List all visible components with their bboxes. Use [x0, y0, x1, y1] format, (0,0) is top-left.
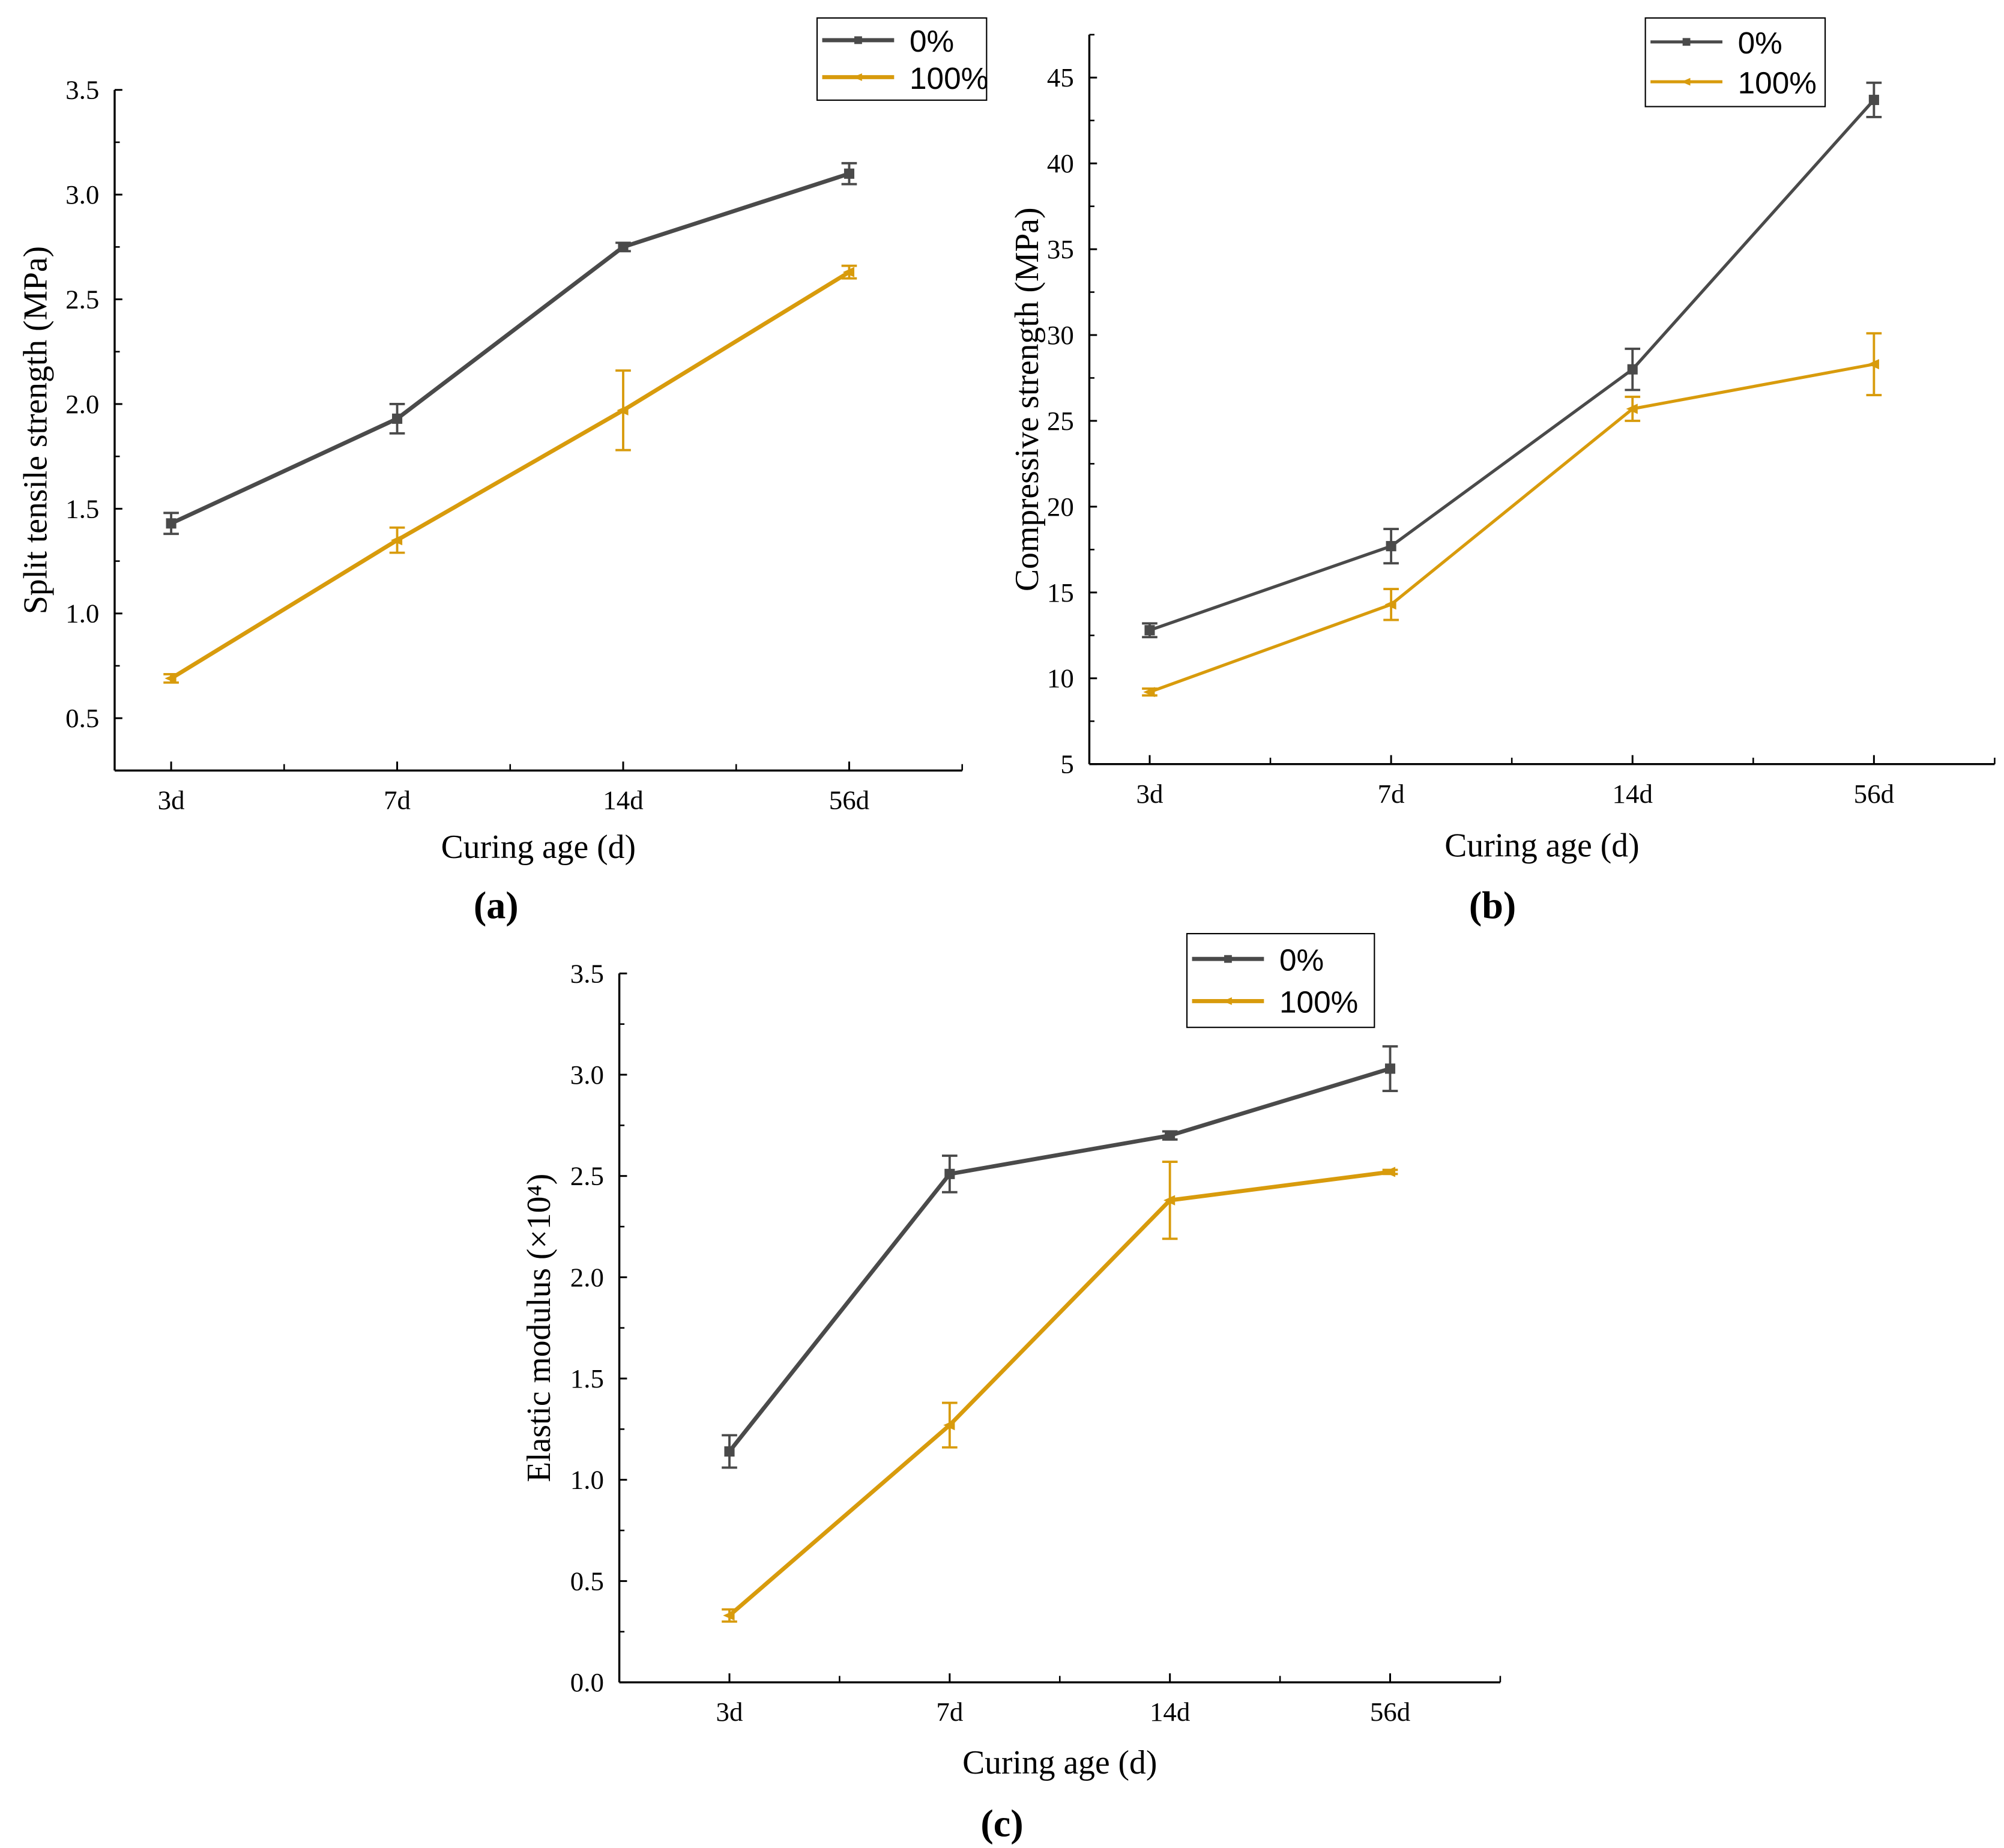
x-tick-label: 7d — [936, 1697, 963, 1727]
legend-marker-square — [854, 36, 862, 44]
y-tick-label: 3.0 — [65, 180, 99, 210]
data-point-triangle — [1867, 359, 1879, 370]
x-tick-label: 56d — [1370, 1697, 1410, 1727]
x-tick-label: 3d — [1136, 779, 1163, 809]
y-tick-label: 10 — [1047, 663, 1074, 693]
legend-marker-triangle — [1222, 997, 1232, 1005]
legend-marker-square — [1682, 38, 1691, 46]
legend-label: 100% — [1279, 985, 1358, 1019]
data-point-square — [1627, 364, 1638, 375]
y-tick-label: 3.5 — [65, 75, 99, 105]
y-tick-label: 45 — [1047, 62, 1074, 92]
x-tick-label: 3d — [158, 785, 185, 815]
data-point-triangle — [943, 1420, 955, 1431]
legend: 0% 100% — [1644, 17, 1826, 107]
data-point-square — [1144, 625, 1155, 636]
data-point-square — [1386, 541, 1396, 552]
data-point-triangle — [1163, 1195, 1176, 1206]
chart-b: 5 10 15 20 25 30 35 40 45 3d 7d 14d 56d Curing age (d… — [1009, 17, 1996, 926]
x-tick-label: 14d — [1613, 779, 1653, 809]
data-point-triangle — [723, 1610, 735, 1621]
x-tick-label: 3d — [716, 1697, 743, 1727]
legend-box — [1644, 17, 1826, 107]
x-tick-label: 56d — [829, 785, 869, 815]
panel-caption: (b) — [1469, 884, 1516, 926]
x-axis-label: Curing age (d) — [1444, 827, 1639, 865]
data-point-triangle — [1384, 599, 1396, 610]
x-tick-label: 7d — [1378, 779, 1405, 809]
data-point-square — [724, 1446, 735, 1457]
data-point-triangle — [617, 405, 629, 415]
x-axis-label: Curing age (d) — [962, 1744, 1157, 1781]
x-tick-label: 7d — [384, 785, 411, 815]
legend-label: 100% — [910, 61, 988, 95]
y-axis-label: Compressive strength (MPa) — [1009, 208, 1046, 591]
x-tick-label: 14d — [1150, 1697, 1190, 1727]
chart-c: 0.0 0.5 1.0 1.5 2.0 2.5 3.0 3.5 3d 7d 14d 56d Curing… — [521, 932, 1501, 1845]
data-point-triangle — [842, 267, 855, 277]
y-tick-label: 1.0 — [570, 1465, 604, 1495]
y-tick-label: 3.5 — [570, 958, 604, 988]
y-tick-label: 1.5 — [65, 494, 99, 524]
x-axis-label: Curing age (d) — [441, 829, 636, 866]
legend-box — [1186, 932, 1375, 1028]
series-line-0pct — [170, 172, 850, 525]
y-tick-label: 3.0 — [570, 1060, 604, 1090]
y-tick-label: 25 — [1047, 406, 1074, 436]
y-tick-label: 2.0 — [570, 1262, 604, 1292]
data-point-square — [618, 241, 629, 252]
legend-label: 0% — [1279, 943, 1324, 977]
series-line-100pct — [1149, 363, 1874, 694]
data-point-square — [944, 1168, 955, 1179]
y-tick-label: 30 — [1047, 320, 1074, 350]
legend-label: 0% — [1738, 26, 1782, 60]
x-tick-label: 14d — [603, 785, 643, 815]
y-tick-label: 2.0 — [65, 389, 99, 419]
data-point-square — [1868, 94, 1879, 105]
legend-marker-square — [1224, 955, 1232, 963]
legend-label: 0% — [910, 24, 954, 58]
y-tick-label: 15 — [1047, 578, 1074, 608]
y-tick-label: 0.5 — [570, 1566, 604, 1596]
y-tick-label: 2.5 — [570, 1161, 604, 1191]
series-line-100pct — [170, 270, 851, 680]
y-tick-label: 0.0 — [570, 1667, 604, 1697]
data-point-square — [1384, 1063, 1396, 1074]
panel-caption: (c) — [980, 1802, 1023, 1845]
y-tick-label: 20 — [1047, 492, 1074, 522]
series-line-0pct — [1149, 98, 1876, 632]
y-axis-label: Elastic modulus (×10⁴) — [521, 1174, 558, 1482]
x-tick-label: 56d — [1854, 779, 1894, 809]
data-point-square — [1165, 1130, 1176, 1141]
y-tick-label: 1.0 — [65, 599, 99, 629]
series-line-0pct — [728, 1066, 1391, 1453]
data-point-triangle — [390, 535, 403, 546]
legend: 0%100% — [816, 17, 988, 101]
y-tick-label: 40 — [1047, 148, 1074, 178]
y-tick-label: 1.5 — [570, 1363, 604, 1394]
chart-a: 0.5 1.0 1.5 2.0 2.5 3.0 3.5 3d 7d 14d 56d Curing ag… — [17, 17, 988, 926]
y-tick-label: 0.5 — [65, 703, 99, 733]
legend-marker-triangle — [1681, 77, 1691, 86]
data-point-triangle — [1383, 1167, 1396, 1177]
data-point-square — [391, 413, 403, 424]
legend-label: 100% — [1738, 65, 1817, 100]
y-tick-label: 2.5 — [65, 285, 99, 315]
legend: 0% 100% — [1186, 932, 1375, 1028]
y-tick-label: 5 — [1060, 749, 1073, 779]
data-point-square — [166, 518, 177, 529]
data-point-triangle — [164, 673, 177, 684]
y-tick-label: 35 — [1047, 234, 1074, 264]
y-axis-label: Split tensile strength (MPa) — [17, 246, 55, 614]
data-point-triangle — [1143, 687, 1155, 698]
data-point-square — [844, 168, 855, 179]
legend-marker-triangle — [853, 73, 862, 81]
series-line-100pct — [728, 1170, 1390, 1617]
panel-caption: (a) — [474, 884, 519, 926]
data-point-triangle — [1626, 403, 1638, 414]
legend-box — [816, 17, 988, 101]
